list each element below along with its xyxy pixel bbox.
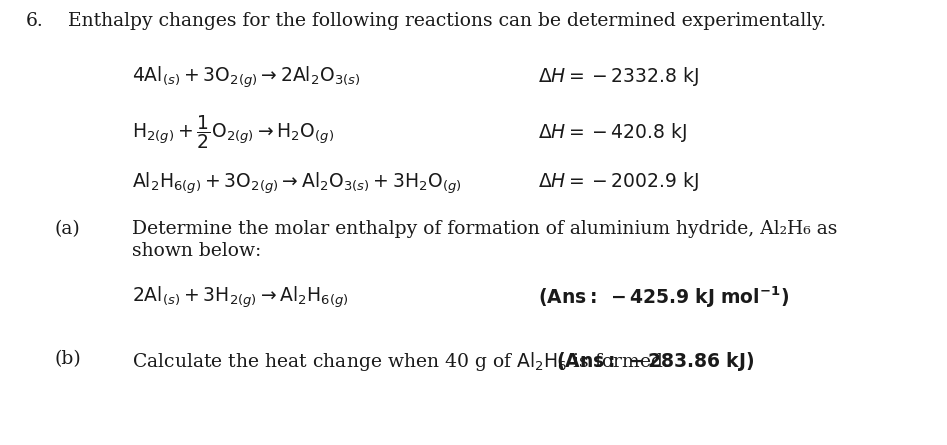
Text: $\mathrm{H}_{2(g)} + \dfrac{1}{2}\mathrm{O}_{2(g)} \rightarrow \mathrm{H}_2\math: $\mathrm{H}_{2(g)} + \dfrac{1}{2}\mathrm… bbox=[133, 113, 334, 151]
Text: (a): (a) bbox=[55, 220, 80, 238]
Text: $\mathbf{(Ans:\ -425.9\ kJ\ mol^{-1})}$: $\mathbf{(Ans:\ -425.9\ kJ\ mol^{-1})}$ bbox=[538, 285, 789, 311]
Text: Enthalpy changes for the following reactions can be determined experimentally.: Enthalpy changes for the following react… bbox=[68, 12, 827, 30]
Text: $4\mathrm{Al}_{(s)} + 3\mathrm{O}_{2(g)} \rightarrow 2\mathrm{Al}_2\mathrm{O}_{3: $4\mathrm{Al}_{(s)} + 3\mathrm{O}_{2(g)}… bbox=[133, 65, 361, 90]
Text: Determine the molar enthalpy of formation of aluminium hydride, Al₂H₆ as: Determine the molar enthalpy of formatio… bbox=[133, 220, 837, 238]
Text: $\Delta H = -2332.8\ \mathrm{kJ}$: $\Delta H = -2332.8\ \mathrm{kJ}$ bbox=[538, 65, 699, 88]
Text: $2\mathrm{Al}_{(s)} + 3\mathrm{H}_{2(g)} \rightarrow \mathrm{Al}_2\mathrm{H}_{6(: $2\mathrm{Al}_{(s)} + 3\mathrm{H}_{2(g)}… bbox=[133, 285, 348, 311]
Text: $\mathrm{Al}_2\mathrm{H}_{6(g)} + 3\mathrm{O}_{2(g)} \rightarrow \mathrm{Al}_2\m: $\mathrm{Al}_2\mathrm{H}_{6(g)} + 3\math… bbox=[133, 170, 462, 195]
Text: $\mathbf{(Ans:\ -283.86\ kJ)}$: $\mathbf{(Ans:\ -283.86\ kJ)}$ bbox=[556, 350, 754, 373]
Text: (b): (b) bbox=[55, 350, 81, 368]
Text: shown below:: shown below: bbox=[133, 242, 261, 260]
Text: 6.: 6. bbox=[26, 12, 44, 30]
Text: $\Delta H = -2002.9\ \mathrm{kJ}$: $\Delta H = -2002.9\ \mathrm{kJ}$ bbox=[538, 170, 699, 193]
Text: $\Delta H = -420.8\ \mathrm{kJ}$: $\Delta H = -420.8\ \mathrm{kJ}$ bbox=[538, 121, 687, 144]
Text: Calculate the heat change when 40 g of $\mathrm{Al_2H_6}$ is formed.: Calculate the heat change when 40 g of $… bbox=[133, 350, 669, 373]
